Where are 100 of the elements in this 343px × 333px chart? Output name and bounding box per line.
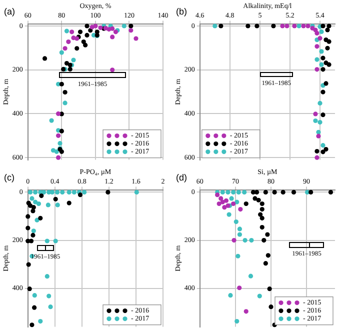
point <box>84 24 90 28</box>
point <box>44 274 50 279</box>
point <box>33 190 38 195</box>
point <box>26 262 31 267</box>
point <box>318 100 322 106</box>
point <box>82 190 87 195</box>
point <box>66 190 72 195</box>
point <box>256 198 261 202</box>
point <box>62 90 68 95</box>
point <box>46 294 52 298</box>
point <box>242 238 248 243</box>
point <box>231 190 236 195</box>
point <box>237 286 242 290</box>
point <box>32 293 37 298</box>
point <box>314 30 320 36</box>
point <box>232 238 236 243</box>
point <box>54 190 60 195</box>
point <box>248 274 254 278</box>
point <box>325 28 330 32</box>
point <box>60 190 65 195</box>
point <box>324 81 328 86</box>
point <box>64 60 70 66</box>
point <box>128 24 134 28</box>
point <box>320 143 326 148</box>
point <box>326 24 332 28</box>
point <box>38 318 43 324</box>
point <box>56 111 61 116</box>
point <box>110 34 115 40</box>
point <box>134 36 138 41</box>
point <box>252 196 258 201</box>
point <box>30 208 36 214</box>
point <box>325 46 330 50</box>
point <box>291 190 296 195</box>
point <box>328 190 334 195</box>
point <box>218 196 224 201</box>
point <box>313 112 318 116</box>
point <box>284 24 290 28</box>
point <box>242 190 247 195</box>
point <box>267 286 272 292</box>
point <box>231 201 236 206</box>
point <box>64 28 70 34</box>
point <box>316 134 321 138</box>
point <box>254 24 260 28</box>
point <box>320 150 326 154</box>
point <box>110 26 115 31</box>
point <box>84 32 90 38</box>
point <box>62 46 68 51</box>
point <box>66 39 71 44</box>
point <box>30 232 36 238</box>
chart-title: (c) <box>4 172 14 182</box>
point <box>53 238 58 244</box>
point <box>226 212 232 217</box>
point <box>68 66 72 72</box>
point <box>263 261 268 266</box>
point <box>59 128 64 134</box>
point <box>212 24 218 28</box>
point <box>318 36 322 41</box>
point <box>59 50 64 55</box>
point <box>59 82 64 86</box>
point <box>216 201 222 206</box>
point <box>27 286 32 292</box>
point <box>320 67 326 72</box>
point <box>39 194 44 198</box>
point <box>56 133 61 138</box>
point <box>218 24 224 28</box>
point <box>44 238 50 244</box>
point <box>229 196 234 201</box>
point <box>55 202 60 208</box>
point <box>308 190 314 195</box>
point <box>314 155 320 160</box>
point <box>314 57 320 62</box>
point <box>74 46 80 51</box>
point <box>296 24 302 28</box>
point <box>42 56 48 61</box>
point <box>26 226 30 230</box>
point <box>28 190 33 195</box>
point <box>313 118 318 124</box>
point <box>90 24 94 30</box>
point <box>320 24 326 28</box>
point <box>306 24 310 28</box>
point <box>266 253 270 258</box>
point <box>59 149 64 154</box>
point <box>260 206 264 212</box>
point <box>260 201 264 206</box>
point <box>110 68 115 72</box>
point <box>53 196 58 202</box>
point <box>262 238 266 243</box>
point <box>31 228 36 234</box>
point <box>224 198 229 203</box>
point <box>320 112 326 118</box>
point <box>26 214 30 219</box>
point <box>246 24 250 28</box>
point <box>271 24 276 28</box>
point <box>319 29 324 34</box>
point <box>319 62 324 67</box>
point <box>280 24 285 28</box>
point <box>301 24 306 28</box>
point <box>36 201 42 206</box>
point <box>318 120 322 125</box>
point <box>265 232 270 237</box>
